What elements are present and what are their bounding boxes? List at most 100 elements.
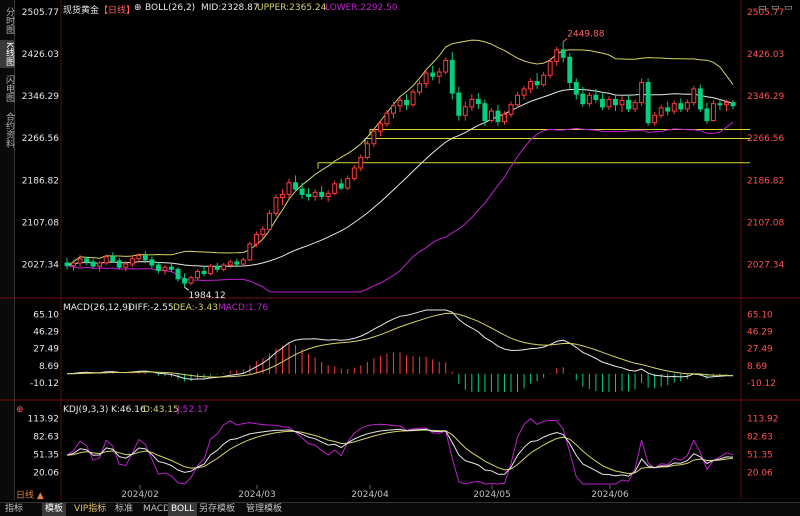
candle	[97, 262, 103, 267]
macd-y-tick-left: 46.29	[33, 328, 59, 338]
candle	[188, 277, 194, 284]
macd-y-tick-left: 8.69	[39, 362, 59, 372]
boll-upper-line	[66, 39, 734, 267]
candle	[671, 103, 677, 112]
candle	[730, 102, 736, 107]
tab-save-template[interactable]: 另存模板	[199, 504, 236, 514]
kdj-label: KDJ(9,3,3)	[63, 405, 109, 415]
macd-macd-value: MACD:1.76	[218, 303, 269, 313]
side-tab-bar: 分时图 K线图 闪电图 合约资料	[0, 0, 15, 500]
candle	[697, 88, 703, 110]
y-tick-label-right: 2346.29	[747, 92, 784, 102]
candle	[560, 49, 566, 58]
candle	[586, 94, 592, 105]
candle	[260, 228, 266, 235]
candle	[417, 83, 423, 93]
kdj-k-value: K:46.16	[111, 405, 146, 415]
candle	[77, 258, 83, 264]
candle	[528, 81, 534, 90]
candle	[116, 260, 122, 268]
candle	[515, 94, 520, 106]
macd-y-tick-right: 65.10	[747, 310, 773, 320]
kdj-settings-icon[interactable]: ⊕	[16, 405, 24, 415]
candle	[338, 183, 344, 189]
candle	[469, 98, 475, 108]
window-icon[interactable]: ▭	[771, 3, 780, 13]
candle	[456, 92, 462, 116]
period-tag: 【日线】	[99, 6, 136, 16]
candle	[665, 107, 671, 112]
candle	[332, 183, 338, 194]
tab-vip-indicator[interactable]: VIP指标	[74, 504, 107, 514]
tab-macd[interactable]: MACD	[143, 504, 170, 514]
candle	[136, 255, 142, 260]
chart-canvas[interactable]: 2505.77 2505.77 2426.03 2426.03 2346.29 2346.…	[0, 0, 800, 500]
macd-y-tick-right: -10.12	[747, 379, 776, 389]
instrument-title: 现货黄金【日线】	[63, 6, 136, 16]
tab-manage-template[interactable]: 管理模板	[246, 504, 283, 514]
candle	[358, 156, 364, 169]
candle	[626, 100, 631, 110]
macd-diff-value: DIFF:-2.55	[128, 303, 174, 313]
candle	[423, 72, 429, 85]
candle	[573, 82, 579, 95]
candle	[214, 265, 220, 270]
macd-y-tick-left: 27.49	[33, 345, 59, 355]
candle	[253, 233, 259, 245]
boll-mid-line	[66, 88, 734, 267]
candle	[201, 270, 207, 275]
kdj-y-tick-right: 82.63	[747, 432, 773, 442]
candle	[162, 266, 168, 271]
candle	[364, 143, 370, 158]
kdj-y-tick-left: 51.35	[33, 450, 59, 460]
candle	[397, 100, 403, 107]
candle	[221, 264, 227, 270]
candle	[645, 82, 651, 124]
candle	[129, 258, 135, 265]
boll-settings-icon[interactable]: ⊕	[134, 3, 142, 13]
side-tab-k-line[interactable]: K线图	[0, 40, 14, 68]
macd-y-tick-left: 65.10	[33, 310, 59, 320]
tab-template[interactable]: 模板	[42, 503, 67, 516]
candle	[462, 106, 468, 116]
candle	[521, 88, 527, 96]
y-tick-label-left: 2505.77	[22, 8, 59, 18]
candle	[384, 112, 390, 125]
y-tick-label-right: 2266.56	[747, 134, 784, 144]
candle	[64, 262, 70, 267]
x-tick-label: 2024/06	[591, 490, 629, 500]
candle	[149, 259, 155, 266]
period-selector[interactable]: 日线 ▲	[16, 491, 44, 501]
candle	[593, 94, 599, 100]
candle	[547, 60, 553, 76]
tab-standard[interactable]: 标准	[115, 504, 134, 514]
side-tab-flash-chart[interactable]: 闪电图	[4, 74, 14, 102]
tab-indicator[interactable]: 指标	[5, 504, 24, 514]
y-tick-label-left: 2266.56	[22, 134, 59, 144]
candle	[619, 100, 625, 106]
side-tab-contract-info[interactable]: 合约资料	[4, 112, 14, 148]
candle	[293, 182, 298, 190]
macd-y-tick-left: -10.12	[30, 379, 59, 389]
boll-mid-value: MID:2328.87	[201, 3, 259, 13]
candle	[155, 264, 161, 271]
window-icon[interactable]: ▭	[758, 3, 767, 13]
y-tick-label-right: 2107.08	[747, 218, 784, 228]
candle	[691, 88, 697, 104]
annotation-pointer	[184, 286, 189, 291]
candle	[658, 107, 664, 116]
macd-diff-line	[66, 309, 733, 380]
tab-boll[interactable]: BOLL	[168, 503, 198, 516]
macd-y-tick-right: 8.69	[747, 362, 767, 372]
candle	[606, 98, 612, 108]
candle	[182, 278, 187, 284]
side-tab-time-chart[interactable]: 分时图	[4, 6, 14, 34]
candle	[247, 243, 253, 261]
macd-dea-line	[66, 312, 734, 378]
candle	[84, 258, 90, 263]
window-icon[interactable]: ▭	[784, 3, 793, 13]
candle	[554, 49, 560, 62]
price-annotation: 1984.12	[189, 291, 226, 301]
candle	[377, 123, 383, 132]
candle	[169, 266, 174, 270]
